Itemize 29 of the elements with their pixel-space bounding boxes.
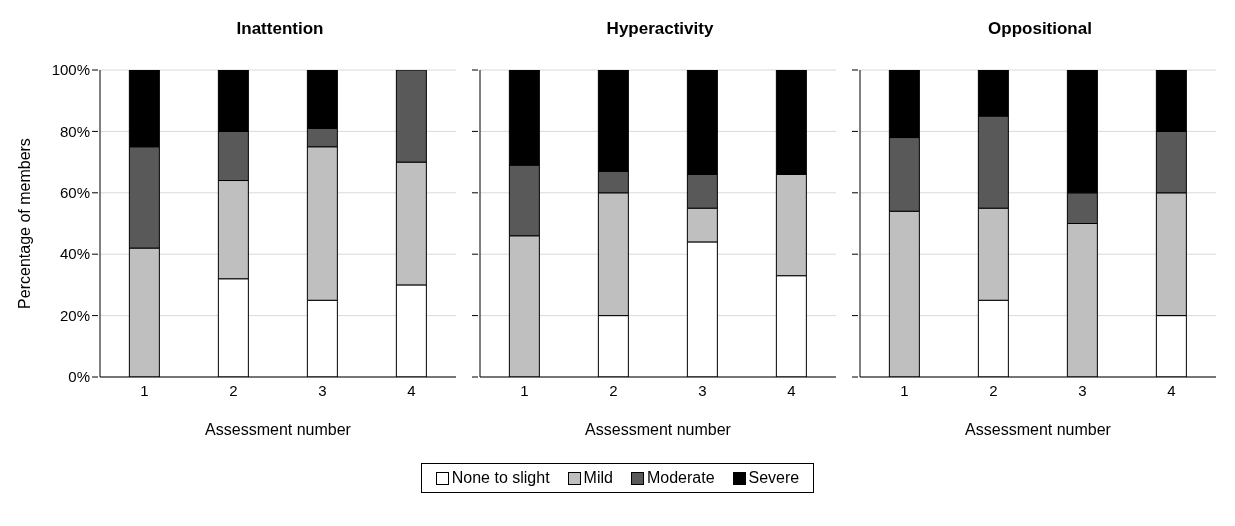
y-tick-label: 80% bbox=[59, 122, 90, 140]
x-tick-label: 2 bbox=[989, 381, 998, 399]
y-tick-label: 60% bbox=[59, 184, 90, 202]
x-tick-label: 1 bbox=[520, 381, 529, 399]
x-tick-label: 4 bbox=[787, 381, 796, 399]
y-tick-label: 100% bbox=[51, 61, 90, 79]
legend-label: None to slight bbox=[451, 469, 550, 487]
x-tick-label: 1 bbox=[900, 381, 909, 399]
x-tick-label: 3 bbox=[318, 381, 327, 399]
chart-title: Oppositional bbox=[987, 18, 1093, 40]
x-tick-label: 3 bbox=[1078, 381, 1087, 399]
chart-title: Hyperactivity bbox=[605, 18, 715, 40]
legend-label: Moderate bbox=[646, 469, 715, 487]
x-tick-label: 2 bbox=[229, 381, 238, 399]
y-tick-label: 0% bbox=[68, 368, 90, 386]
legend-label: Mild bbox=[583, 469, 613, 487]
x-tick-label: 3 bbox=[698, 381, 707, 399]
x-axis-title: Assessment number bbox=[585, 421, 732, 438]
x-tick-label: 4 bbox=[407, 381, 416, 399]
chart-title: Inattention bbox=[235, 18, 325, 40]
legend-label: Severe bbox=[748, 469, 800, 487]
x-tick-label: 1 bbox=[140, 381, 149, 399]
y-tick-label: 40% bbox=[59, 245, 90, 263]
y-axis-title: Percentage of members bbox=[15, 138, 33, 309]
y-tick-label: 20% bbox=[59, 306, 90, 324]
x-tick-label: 4 bbox=[1167, 381, 1176, 399]
x-tick-label: 2 bbox=[609, 381, 618, 399]
x-axis-title: Assessment number bbox=[965, 421, 1112, 438]
x-axis-title: Assessment number bbox=[205, 421, 352, 438]
